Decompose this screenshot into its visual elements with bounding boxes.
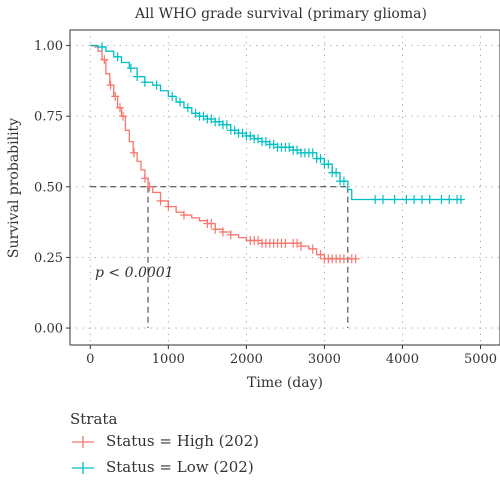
x-tick-label: 1000 bbox=[152, 352, 185, 367]
series-layer bbox=[90, 42, 465, 264]
x-tick-label: 5000 bbox=[464, 352, 497, 367]
legend-label-high: Status = High (202) bbox=[106, 432, 259, 450]
y-tick-label: 0.25 bbox=[34, 251, 63, 266]
legend-item-low: Status = Low (202) bbox=[70, 456, 350, 480]
plot-panel bbox=[69, 29, 500, 346]
legend-title: Strata bbox=[70, 410, 118, 428]
y-axis-label: Survival probability bbox=[6, 118, 22, 258]
y-tick-label: 0.50 bbox=[34, 180, 63, 195]
y-tick-label: 1.00 bbox=[34, 39, 63, 54]
x-tick-label: 0 bbox=[86, 352, 94, 367]
y-tick-label: 0.75 bbox=[34, 110, 63, 125]
legend-label-low: Status = Low (202) bbox=[106, 458, 254, 476]
x-tick-label: 2000 bbox=[230, 352, 263, 367]
x-tick-label: 4000 bbox=[386, 352, 419, 367]
legend-key-low bbox=[72, 462, 94, 474]
x-axis-label: Time (day) bbox=[247, 375, 323, 391]
chart-title: All WHO grade survival (primary glioma) bbox=[134, 6, 427, 22]
p-value-annotation: p < 0.0001 bbox=[95, 265, 174, 281]
legend-key-high bbox=[72, 436, 94, 448]
legend-item-high: Status = High (202) bbox=[70, 430, 350, 454]
y-tick-label: 0.00 bbox=[34, 322, 63, 337]
x-tick-label: 3000 bbox=[308, 352, 341, 367]
legend: Strata Status = High (202) Status = Low … bbox=[60, 410, 360, 480]
median-lines bbox=[90, 186, 349, 329]
axes: 0 1000 2000 3000 4000 5000 0.00 0.25 0.50 0.75 1.0… bbox=[34, 39, 497, 367]
